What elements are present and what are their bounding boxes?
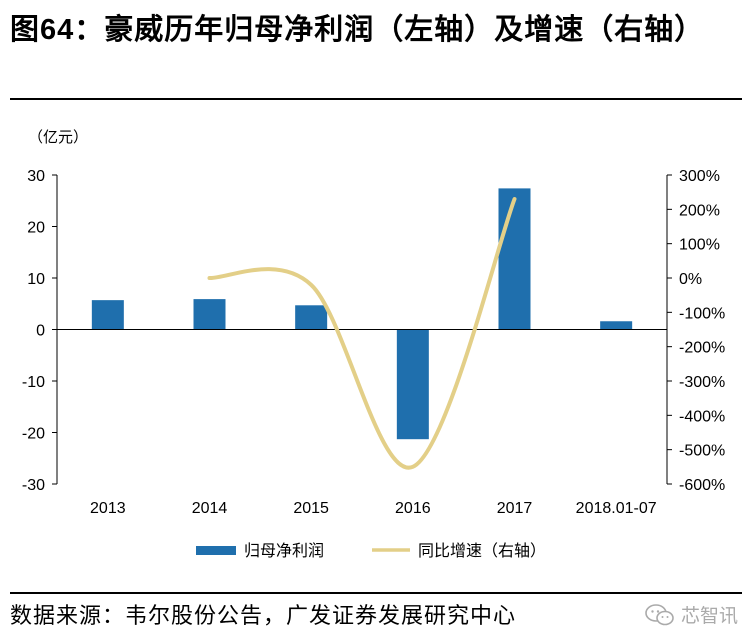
legend-bar-swatch [196, 546, 236, 555]
y-axis-unit-label: （亿元） [28, 128, 88, 146]
category-label: 2015 [293, 500, 329, 517]
bar-series [91, 188, 633, 440]
category-label: 2016 [395, 500, 431, 517]
axes [56, 175, 668, 484]
left-axis-ticks: 30 20 10 0 -10 -20 -30 [22, 168, 57, 494]
wechat-icon [645, 603, 674, 625]
title-divider [10, 98, 742, 100]
right-tick-label: 0% [679, 271, 702, 288]
bar-2014 [193, 299, 226, 330]
category-labels: 2013 2014 2015 2016 2017 2018.01-07 [90, 500, 657, 517]
bar-2018.01-07 [600, 321, 633, 330]
left-tick-label: 20 [27, 220, 45, 237]
right-tick-label: -200% [679, 340, 725, 357]
left-tick-label: -30 [22, 477, 45, 494]
right-tick-label: -300% [679, 374, 725, 391]
bar-2013 [91, 300, 124, 330]
right-axis-ticks: 300% 200% 100% 0% -100% -200% -300% -400% -500% -… [667, 168, 725, 494]
right-tick-label: 100% [679, 237, 720, 254]
category-label: 2018.01-07 [576, 500, 657, 517]
growth-line [207, 197, 517, 470]
figure-title: 图64：豪威历年归母净利润（左轴）及增速（右轴） [10, 12, 705, 46]
left-tick-label: -10 [22, 374, 45, 391]
watermark: 芯智讯 [645, 601, 738, 628]
right-tick-label: 300% [679, 168, 720, 185]
data-source: 数据来源：韦尔股份公告，广发证券发展研究中心 [10, 604, 517, 629]
right-tick-label: -600% [679, 477, 725, 494]
bar-2016 [396, 329, 429, 440]
right-tick-label: 200% [679, 202, 720, 219]
bar-2017 [498, 188, 531, 330]
left-tick-label: 0 [36, 323, 45, 340]
category-label: 2014 [192, 500, 228, 517]
category-label: 2013 [90, 500, 126, 517]
legend: 归母净利润 同比增速（右轴） [196, 541, 546, 560]
right-tick-label: -500% [679, 443, 725, 460]
right-tick-label: -100% [679, 305, 725, 322]
category-label: 2017 [497, 500, 533, 517]
legend-bar-label: 归母净利润 [244, 541, 324, 560]
legend-line-label: 同比增速（右轴） [418, 541, 546, 560]
left-tick-label: -20 [22, 426, 45, 443]
profit-growth-chart: （亿元） 30 20 10 0 -10 -20 -30 300% 200% 100% 0% -100… [22, 128, 725, 560]
bar-2015 [295, 305, 328, 330]
watermark-text: 芯智讯 [680, 605, 738, 627]
footer-divider [10, 592, 742, 594]
left-tick-label: 30 [27, 168, 45, 185]
left-tick-label: 10 [27, 271, 45, 288]
line-series [207, 197, 517, 470]
right-tick-label: -400% [679, 408, 725, 425]
